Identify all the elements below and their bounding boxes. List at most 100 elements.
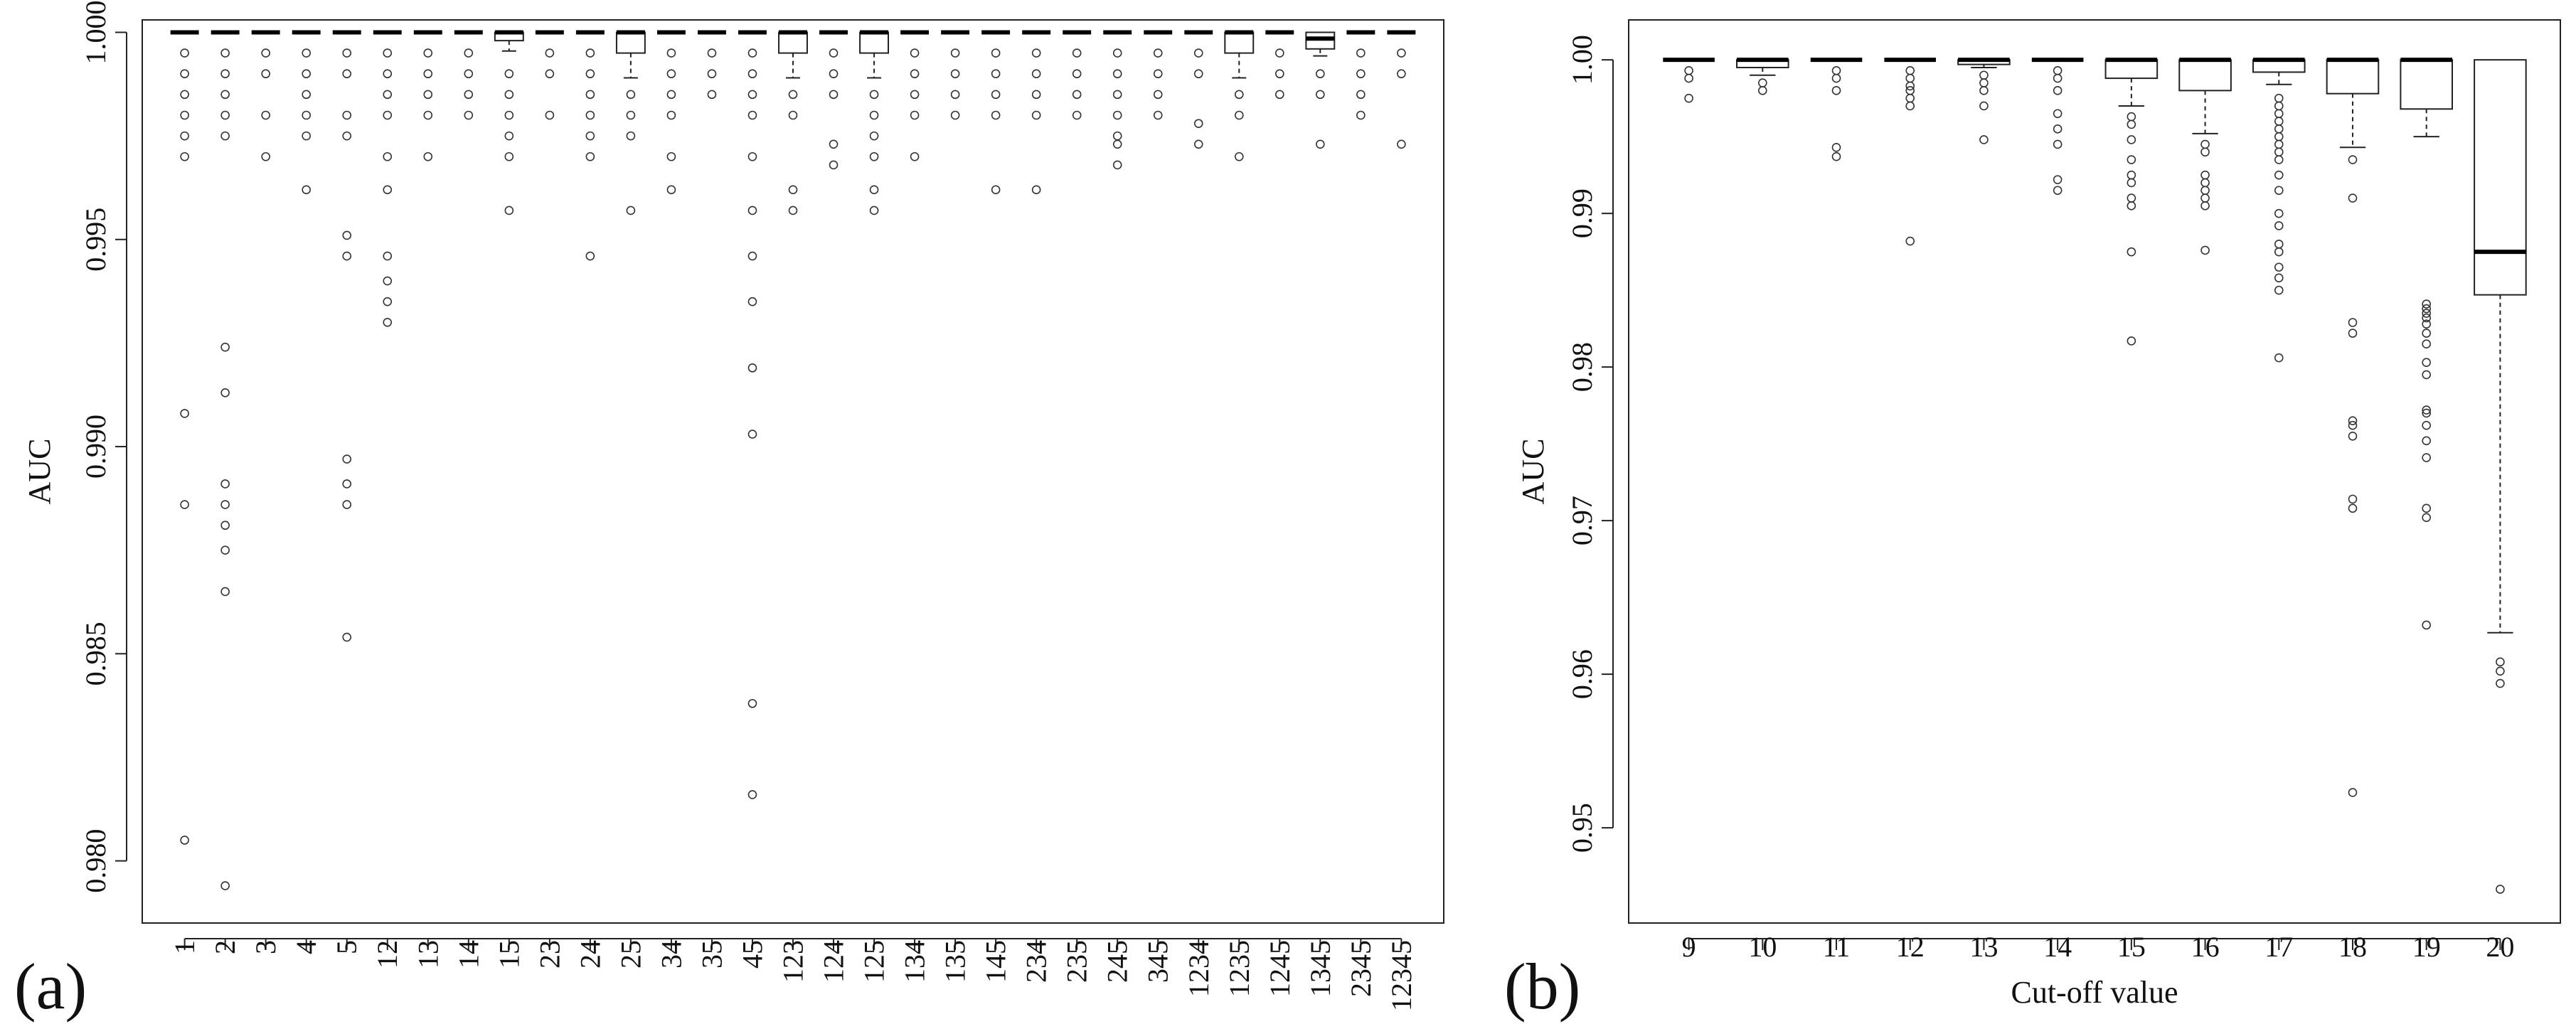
x-tick-label: 25: [614, 940, 646, 969]
outlier-point: [302, 69, 311, 79]
outlier-point: [2422, 503, 2431, 513]
outlier-point: [2200, 178, 2210, 188]
outlier-point: [1979, 86, 1989, 95]
x-tick-label: 3: [250, 940, 282, 954]
outlier-point: [1831, 86, 1841, 95]
outlier-point: [1153, 90, 1163, 100]
outlier-point: [1112, 48, 1122, 58]
outlier-point: [1275, 90, 1284, 100]
outlier-point: [2496, 666, 2505, 676]
outlier-point: [1905, 93, 1915, 103]
outlier-point: [2496, 657, 2505, 667]
outlier-point: [2127, 112, 2136, 122]
outlier-point: [1275, 48, 1284, 58]
box-1: [170, 30, 199, 845]
outlier-point: [261, 151, 270, 161]
x-tick-label: 14: [2043, 931, 2072, 963]
outlier-point: [180, 90, 189, 100]
panel-label-b: (b): [1504, 950, 1580, 1023]
outlier-point: [1072, 110, 1082, 120]
outlier-point: [302, 110, 311, 120]
outlier-point: [180, 131, 189, 141]
outlier-point: [2422, 408, 2431, 418]
outlier-point: [1153, 110, 1163, 120]
outlier-point: [747, 363, 757, 373]
outlier-point: [1397, 69, 1406, 79]
outlier-point: [2127, 155, 2136, 164]
x-tick-label: 34: [655, 940, 687, 969]
outlier-point: [2127, 170, 2136, 180]
outlier-point: [423, 90, 433, 100]
outlier-point: [1979, 135, 1989, 144]
x-tick-label: 12345: [1385, 940, 1417, 1011]
box-11: [1810, 58, 1863, 161]
outlier-point: [1831, 142, 1841, 152]
outlier-point: [2127, 247, 2136, 257]
outlier-point: [220, 545, 230, 555]
outlier-point: [302, 131, 311, 141]
outlier-point: [666, 69, 676, 79]
outlier-point: [2200, 193, 2210, 203]
outlier-point: [2274, 170, 2284, 180]
outlier-point: [2274, 208, 2284, 218]
outlier-point: [747, 90, 757, 100]
outlier-point: [1153, 48, 1163, 58]
x-tick-label: 2345: [1345, 940, 1377, 997]
outlier-point: [788, 90, 798, 100]
outlier-point: [1193, 69, 1203, 79]
x-tick-label: 10: [1748, 931, 1777, 963]
outlier-point: [991, 110, 1001, 120]
x-tick-label: 12: [371, 940, 403, 969]
outlier-point: [1356, 110, 1366, 120]
outlier-point: [1275, 69, 1284, 79]
outlier-point: [829, 48, 839, 58]
outlier-point: [545, 69, 555, 79]
outlier-point: [2422, 304, 2431, 314]
box-19: [2400, 58, 2453, 630]
outlier-point: [2053, 139, 2063, 149]
box-iqr: [859, 31, 890, 54]
outlier-point: [1356, 48, 1366, 58]
y-axis-label: AUC: [22, 439, 57, 505]
outlier-point: [747, 430, 757, 439]
outlier-point: [180, 409, 189, 418]
outlier-point: [383, 48, 393, 58]
x-tick-label: 17: [2264, 931, 2293, 963]
x-tick-label: 11: [1823, 931, 1851, 963]
outlier-point: [1112, 131, 1122, 141]
outlier-point: [383, 276, 393, 286]
outlier-point: [2422, 513, 2431, 523]
panel-b: 0.95 0.96 0.97 0.98 0.99 1.00 AUC 9 10 11 12 13 14 15…: [1516, 19, 2561, 1010]
outlier-point: [2496, 885, 2505, 894]
outlier-point: [2348, 494, 2358, 504]
box-iqr: [2178, 59, 2232, 92]
outlier-point: [1831, 151, 1841, 161]
x-tick-label: 16: [2191, 931, 2220, 963]
outlier-point: [2422, 405, 2431, 415]
box-12345: [1387, 30, 1416, 149]
x-tick-label: 4: [290, 940, 322, 954]
outlier-point: [585, 151, 595, 161]
outlier-point: [991, 48, 1001, 58]
outlier-point: [1112, 90, 1122, 100]
outlier-point: [342, 230, 352, 240]
outlier-point: [626, 131, 636, 141]
box-35: [697, 30, 726, 100]
x-tick-label: 345: [1142, 940, 1174, 983]
outlier-point: [910, 110, 920, 120]
outlier-point: [1031, 185, 1041, 195]
outlier-point: [261, 48, 270, 58]
outlier-point: [2422, 370, 2431, 380]
outlier-point: [302, 185, 311, 195]
outlier-point: [788, 206, 798, 215]
outlier-point: [1031, 110, 1041, 120]
box-14: [454, 30, 483, 120]
outlier-point: [1193, 48, 1203, 58]
outlier-point: [2422, 309, 2431, 318]
outlier-point: [1397, 139, 1406, 149]
outlier-point: [504, 131, 514, 141]
outlier-point: [910, 69, 920, 79]
outlier-point: [2274, 353, 2284, 363]
